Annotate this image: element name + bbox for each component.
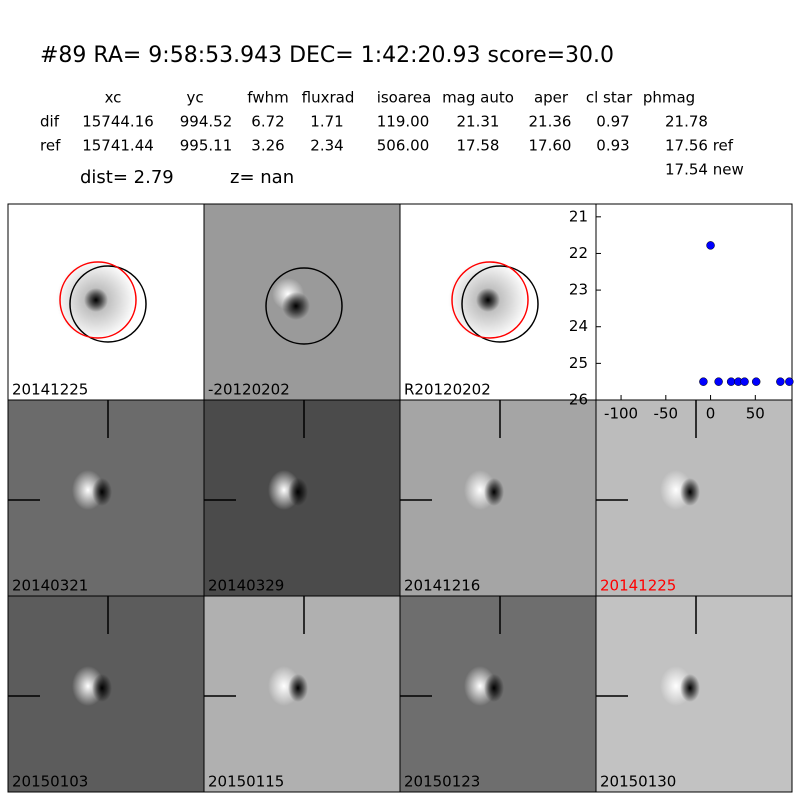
dark-lobe xyxy=(288,674,308,702)
cell: 506.00 xyxy=(377,137,430,155)
new-circle xyxy=(59,261,137,339)
image-panel: R20120202 xyxy=(399,203,597,401)
dark-lobe xyxy=(484,674,504,702)
column-header: fwhm xyxy=(247,89,288,107)
row-label: ref xyxy=(40,137,61,155)
column-header: mag auto xyxy=(442,89,514,107)
column-header: phmag xyxy=(643,89,695,107)
dark-lobe xyxy=(484,478,504,506)
panel-label: 20150115 xyxy=(208,773,284,791)
image-panel: 20141225 xyxy=(7,203,205,401)
x-tick-label: 0 xyxy=(706,405,716,423)
y-tick-label: 24 xyxy=(569,317,588,335)
cell: 17.56 ref xyxy=(665,137,734,155)
x-tick-label: -100 xyxy=(604,405,638,423)
image-panel: 20140329 xyxy=(203,399,401,597)
plot-area xyxy=(595,203,793,401)
y-tick-label: 25 xyxy=(569,354,588,372)
point xyxy=(726,377,736,386)
panel-label: 20150130 xyxy=(600,773,676,791)
y-tick-label: 21 xyxy=(569,207,588,225)
cell: 0.97 xyxy=(596,113,629,131)
dark-lobe xyxy=(92,674,112,702)
cell: 2.34 xyxy=(310,137,343,155)
cell: 995.11 xyxy=(180,137,233,155)
cell: 21.78 xyxy=(665,113,708,131)
image-panel: 20141216 xyxy=(399,399,597,597)
z: z= nan xyxy=(230,167,294,188)
cell: 15744.16 xyxy=(82,113,154,131)
ref-circle xyxy=(69,265,147,343)
column-header: isoarea xyxy=(377,89,432,107)
ref-circle xyxy=(461,265,539,343)
cell: 17.58 xyxy=(457,137,500,155)
panel-label: 20140321 xyxy=(12,577,88,595)
panel-label: 20140329 xyxy=(208,577,284,595)
title: #89 RA= 9:58:53.943 DEC= 1:42:20.93 scor… xyxy=(40,43,614,68)
dark-lobe xyxy=(680,674,700,702)
cell: 994.52 xyxy=(180,113,233,131)
row-label: dif xyxy=(40,113,60,131)
y-tick-label: 23 xyxy=(569,281,588,299)
image-panel: 20150115 xyxy=(203,595,401,793)
extra-value: 17.54 new xyxy=(665,161,744,179)
column-header: aper xyxy=(534,89,569,107)
y-tick-label: 22 xyxy=(569,244,588,262)
star xyxy=(84,288,108,312)
image-panel: 20150103 xyxy=(7,595,205,793)
dark-lobe xyxy=(680,478,700,506)
panel-label: -20120202 xyxy=(208,381,290,399)
dist: dist= 2.79 xyxy=(80,167,174,188)
point xyxy=(706,241,715,250)
panel-label: 20150123 xyxy=(404,773,480,791)
star xyxy=(476,288,500,312)
cell: 21.36 xyxy=(529,113,572,131)
cell: 6.72 xyxy=(251,113,284,131)
image-panel: 20150130 xyxy=(595,595,793,793)
dark-lobe xyxy=(288,478,308,506)
column-header: fluxrad xyxy=(302,89,355,107)
panel-label: R20120202 xyxy=(404,381,491,399)
cell: 1.71 xyxy=(310,113,343,131)
point xyxy=(751,377,761,386)
cell: 17.60 xyxy=(529,137,572,155)
x-tick-label: -50 xyxy=(654,405,679,423)
cell: 119.00 xyxy=(377,113,430,131)
column-header: yc xyxy=(186,89,203,107)
cell: 21.31 xyxy=(457,113,500,131)
cell: 0.93 xyxy=(596,137,629,155)
cell: 3.26 xyxy=(251,137,284,155)
ref-circle xyxy=(265,267,343,345)
image-panel: 20150123 xyxy=(399,595,597,793)
point xyxy=(740,377,749,386)
cell: 15741.44 xyxy=(82,137,154,155)
image-panel: 20140321 xyxy=(7,399,205,597)
column-header: cl star xyxy=(586,89,633,107)
panel-label: 20141225 xyxy=(600,577,676,595)
dark-lobe xyxy=(92,478,112,506)
point xyxy=(785,377,794,386)
column-header: xc xyxy=(105,89,122,107)
panel-label: 20150103 xyxy=(12,773,88,791)
panel-frame xyxy=(595,595,793,793)
new-circle xyxy=(451,261,529,339)
point xyxy=(776,377,785,386)
image-panel: 20141225 xyxy=(595,399,793,597)
image-panel: -20120202 xyxy=(203,203,401,401)
point xyxy=(714,377,723,386)
panel-label: 20141225 xyxy=(12,381,88,399)
dark-lobe xyxy=(282,292,310,320)
panel-label: 20141216 xyxy=(404,577,480,595)
y-tick-label: 26 xyxy=(569,391,588,409)
x-tick-label: 50 xyxy=(746,405,765,423)
point xyxy=(699,377,708,386)
